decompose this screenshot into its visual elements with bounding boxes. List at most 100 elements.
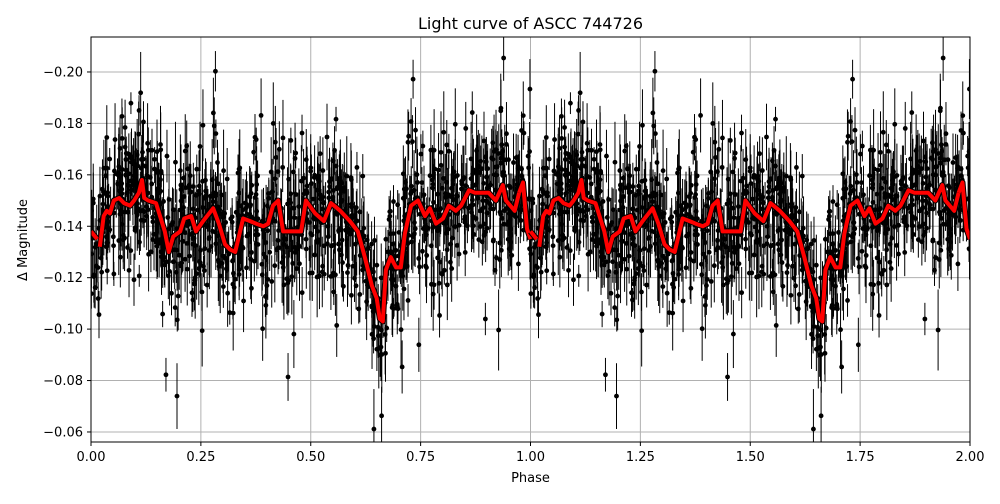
data-point [756, 273, 762, 279]
data-point [303, 157, 309, 163]
data-point [652, 131, 658, 137]
data-point [691, 258, 697, 264]
data-point [437, 313, 442, 318]
data-point [580, 119, 586, 125]
data-point [501, 169, 507, 175]
data-point [620, 204, 626, 210]
data-point [341, 187, 346, 193]
data-point [286, 277, 292, 283]
data-point [501, 55, 507, 61]
data-point [280, 135, 286, 141]
data-point [369, 304, 375, 310]
data-point [173, 269, 179, 275]
data-point [967, 86, 970, 92]
data-point [354, 218, 360, 224]
data-point [833, 283, 838, 289]
data-point [405, 298, 411, 303]
data-point [272, 139, 278, 145]
data-point [169, 290, 174, 296]
data-point [291, 331, 297, 337]
data-point [405, 139, 411, 145]
data-point [401, 286, 407, 292]
data-point [686, 194, 692, 199]
data-point [943, 142, 949, 147]
data-point [199, 328, 205, 334]
data-point [843, 186, 849, 192]
data-point [813, 262, 819, 268]
data-point [117, 254, 123, 260]
data-point [408, 119, 414, 124]
data-point [937, 209, 942, 215]
data-point [189, 290, 195, 296]
data-point [446, 148, 452, 154]
data-point [217, 211, 223, 217]
data-point [312, 172, 318, 178]
data-point [601, 262, 607, 268]
data-point [901, 214, 907, 220]
data-point [409, 189, 414, 194]
data-point [606, 197, 611, 202]
data-point [521, 130, 527, 136]
data-point [721, 236, 727, 242]
data-point [930, 206, 936, 212]
data-point [421, 192, 427, 198]
data-point [360, 173, 366, 179]
data-point [809, 304, 814, 310]
data-point [293, 150, 299, 156]
data-point [471, 232, 477, 237]
data-point [448, 241, 454, 247]
data-point [720, 135, 725, 141]
data-point [960, 113, 966, 118]
data-point [162, 262, 168, 268]
data-point [770, 270, 776, 276]
data-point [839, 364, 845, 370]
data-point [152, 156, 158, 162]
data-point [743, 157, 749, 163]
data-point [905, 205, 911, 211]
data-point [614, 393, 619, 399]
data-point [301, 175, 306, 181]
data-point [276, 146, 282, 152]
data-point [477, 224, 483, 229]
data-point [966, 196, 970, 201]
data-point [419, 180, 425, 186]
data-point [484, 225, 490, 231]
data-point [578, 217, 584, 223]
data-point [617, 168, 623, 173]
data-point [965, 165, 970, 171]
data-point [575, 131, 581, 137]
data-point [597, 142, 603, 147]
data-point [171, 207, 177, 213]
data-point [469, 110, 475, 115]
data-point [390, 241, 396, 247]
data-point [443, 230, 449, 236]
data-point [128, 100, 134, 106]
data-point [739, 130, 744, 136]
data-point [166, 197, 172, 202]
data-point [876, 313, 882, 318]
data-point [908, 209, 914, 215]
data-point [875, 167, 881, 173]
data-point [642, 188, 648, 194]
curve-line [528, 230, 539, 241]
data-point [577, 90, 583, 96]
data-point [345, 226, 351, 231]
data-point [202, 195, 208, 201]
data-point [633, 166, 639, 172]
data-point [647, 193, 653, 199]
data-point [725, 277, 731, 283]
data-point [282, 236, 287, 242]
data-point [411, 231, 417, 236]
data-point [147, 175, 153, 180]
data-point [269, 279, 275, 284]
data-point [921, 232, 926, 238]
data-point [765, 234, 771, 240]
data-point [559, 113, 564, 119]
data-point [160, 311, 166, 317]
x-tick-label: 1.50 [736, 450, 765, 465]
data-point [423, 263, 429, 269]
data-point [118, 207, 124, 213]
data-point [138, 217, 144, 223]
data-point [919, 239, 925, 245]
data-point [673, 209, 679, 215]
